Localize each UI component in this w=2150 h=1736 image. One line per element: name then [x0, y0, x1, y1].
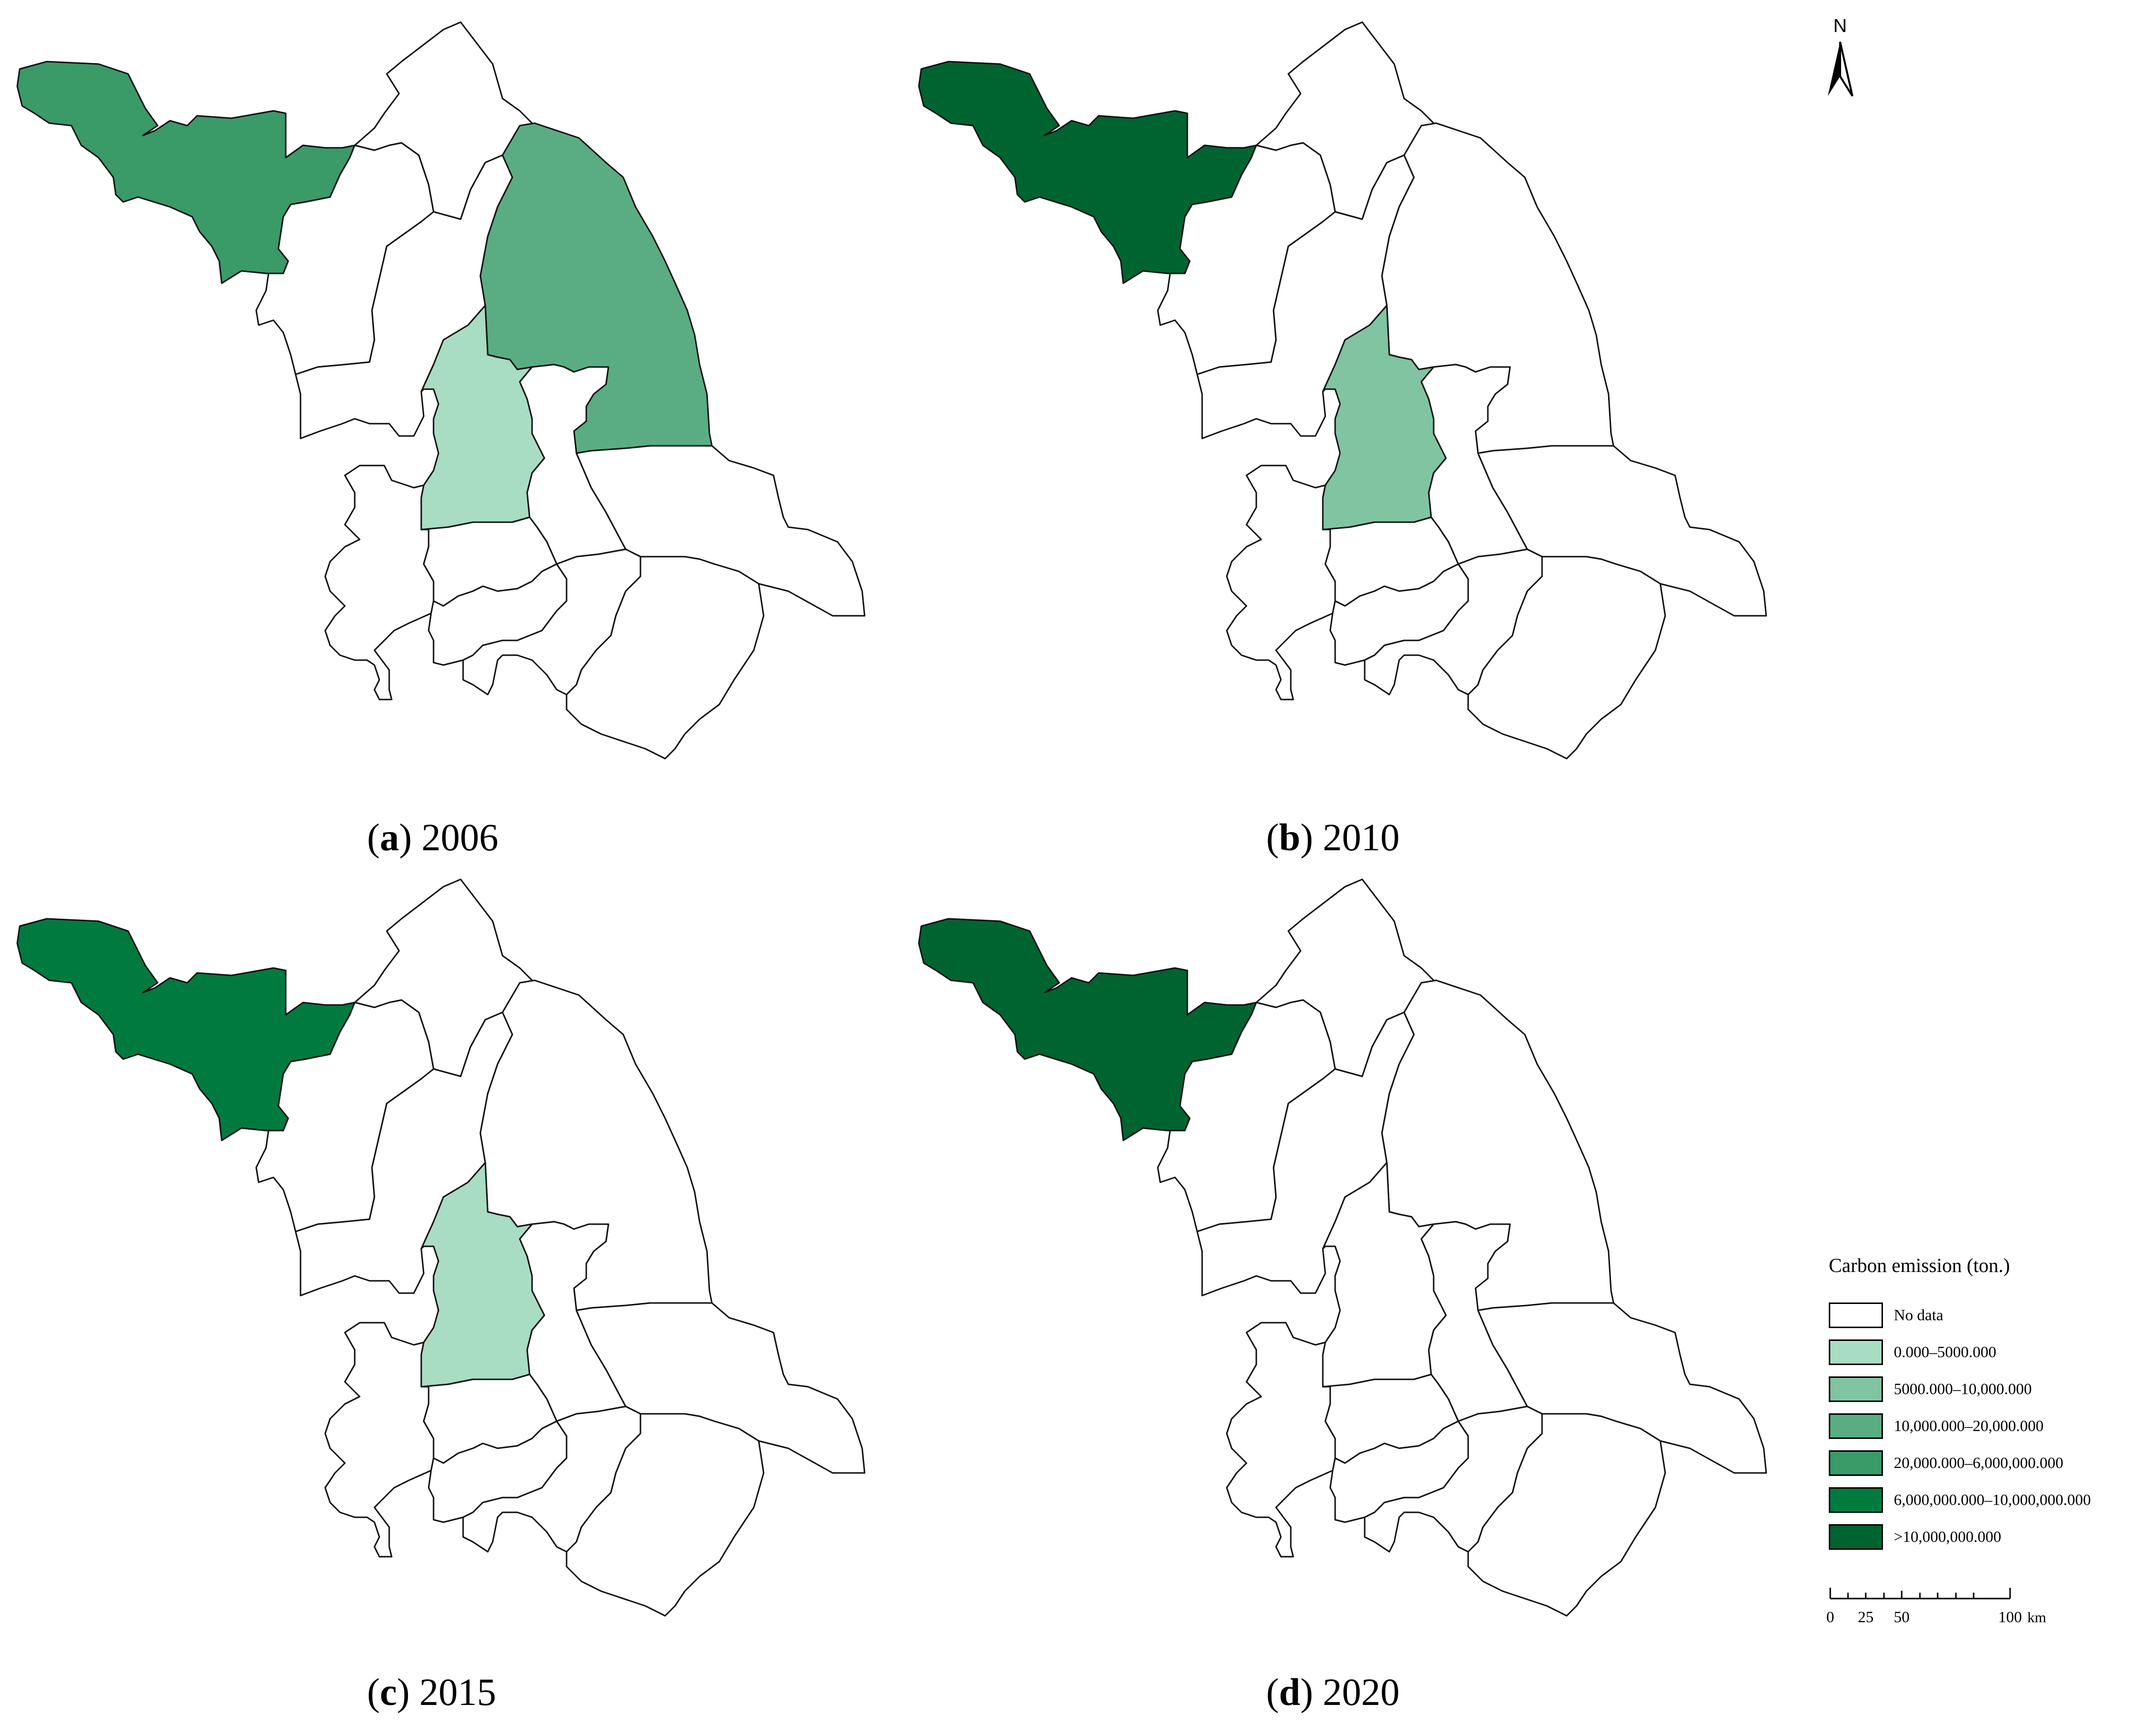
legend-label: >10,000,000.000 [1894, 1528, 2002, 1545]
panel-map-c [16, 878, 866, 1617]
legend-title: Carbon emission (ton.) [1829, 1254, 2010, 1276]
region-sz-d [1467, 1413, 1666, 1617]
region-nj-c [324, 1322, 435, 1558]
legend-swatch [1829, 1487, 1883, 1513]
legend-label: 20,000.000–6,000,000.000 [1894, 1454, 2063, 1471]
caption-a: (a) 2006 [367, 816, 499, 859]
legend-swatch [1829, 1376, 1883, 1402]
region-sz-c [566, 1413, 765, 1617]
legend-item: >10,000,000.000 [1829, 1518, 2134, 1555]
legend-swatch [1829, 1450, 1883, 1476]
panel-map-a [16, 21, 866, 760]
legend-item: 5000.000–10,000.000 [1829, 1370, 2134, 1407]
legend-label: 10,000.000–20,000.000 [1894, 1417, 2044, 1435]
region-nj-d [1226, 1322, 1336, 1558]
legend-swatch [1829, 1524, 1883, 1550]
legend-label: 0.000–5000.000 [1894, 1343, 1996, 1361]
caption-d: (d) 2020 [1266, 1670, 1400, 1713]
north-arrow-icon: N [1828, 16, 1853, 97]
region-sz-a [566, 556, 765, 760]
legend-item: 20,000.000–6,000,000.000 [1829, 1444, 2134, 1481]
region-nj-b [1226, 465, 1336, 701]
legend-label: No data [1894, 1306, 1944, 1324]
panel-map-b [918, 21, 1767, 760]
north-label: N [1833, 16, 1847, 36]
legend-item: 0.000–5000.000 [1829, 1334, 2134, 1370]
caption-c: (c) 2015 [367, 1670, 497, 1713]
legend-label: 6,000,000.000–10,000,000.000 [1894, 1491, 2091, 1508]
legend-item: 6,000,000.000–10,000,000.000 [1829, 1481, 2134, 1518]
scale-bar: 0 25 50 100 km [1826, 1588, 2046, 1626]
legend-swatch [1829, 1302, 1883, 1328]
scale-tick-25: 25 [1858, 1608, 1874, 1626]
scale-unit: km [2027, 1609, 2046, 1626]
scale-tick-0: 0 [1826, 1608, 1834, 1626]
panel-map-d [918, 878, 1767, 1617]
region-nj-a [324, 465, 435, 701]
legend-swatch [1829, 1339, 1883, 1365]
legend-swatch [1829, 1413, 1883, 1439]
caption-b: (b) 2010 [1266, 816, 1400, 859]
scale-tick-100: 100 [1998, 1608, 2022, 1626]
scale-tick-50: 50 [1894, 1608, 1910, 1626]
legend-label: 5000.000–10,000.000 [1894, 1380, 2032, 1398]
legend-item: No data [1829, 1297, 2134, 1334]
legend-item: 10,000.000–20,000.000 [1829, 1407, 2134, 1444]
legend: Carbon emission (ton.) No data 0.000–5000… [1829, 1254, 2134, 1555]
region-sz-b [1467, 556, 1666, 760]
